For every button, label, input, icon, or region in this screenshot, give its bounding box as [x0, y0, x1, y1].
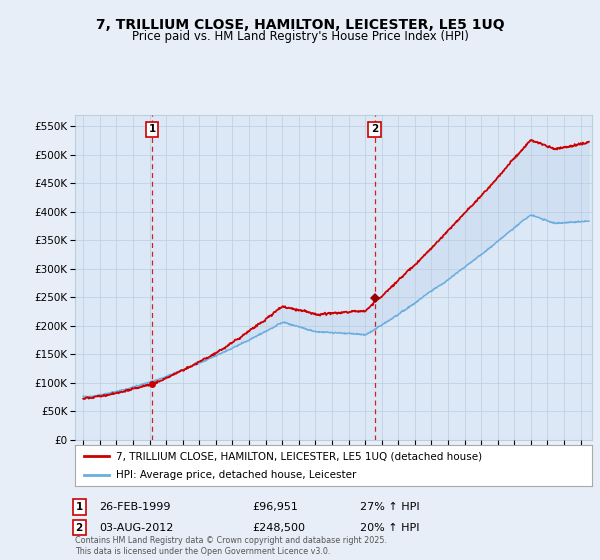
Text: 03-AUG-2012: 03-AUG-2012: [99, 522, 173, 533]
Text: £248,500: £248,500: [252, 522, 305, 533]
Text: 2: 2: [76, 522, 83, 533]
Text: 7, TRILLIUM CLOSE, HAMILTON, LEICESTER, LE5 1UQ: 7, TRILLIUM CLOSE, HAMILTON, LEICESTER, …: [95, 18, 505, 32]
Text: 20% ↑ HPI: 20% ↑ HPI: [360, 522, 419, 533]
Text: 7, TRILLIUM CLOSE, HAMILTON, LEICESTER, LE5 1UQ (detached house): 7, TRILLIUM CLOSE, HAMILTON, LEICESTER, …: [116, 451, 482, 461]
Text: Price paid vs. HM Land Registry's House Price Index (HPI): Price paid vs. HM Land Registry's House …: [131, 30, 469, 43]
Text: 26-FEB-1999: 26-FEB-1999: [99, 502, 170, 512]
Text: Contains HM Land Registry data © Crown copyright and database right 2025.
This d: Contains HM Land Registry data © Crown c…: [75, 536, 387, 556]
Text: 27% ↑ HPI: 27% ↑ HPI: [360, 502, 419, 512]
Text: 1: 1: [76, 502, 83, 512]
Text: £96,951: £96,951: [252, 502, 298, 512]
Text: 1: 1: [148, 124, 156, 134]
Text: HPI: Average price, detached house, Leicester: HPI: Average price, detached house, Leic…: [116, 470, 357, 479]
Text: 2: 2: [371, 124, 379, 134]
